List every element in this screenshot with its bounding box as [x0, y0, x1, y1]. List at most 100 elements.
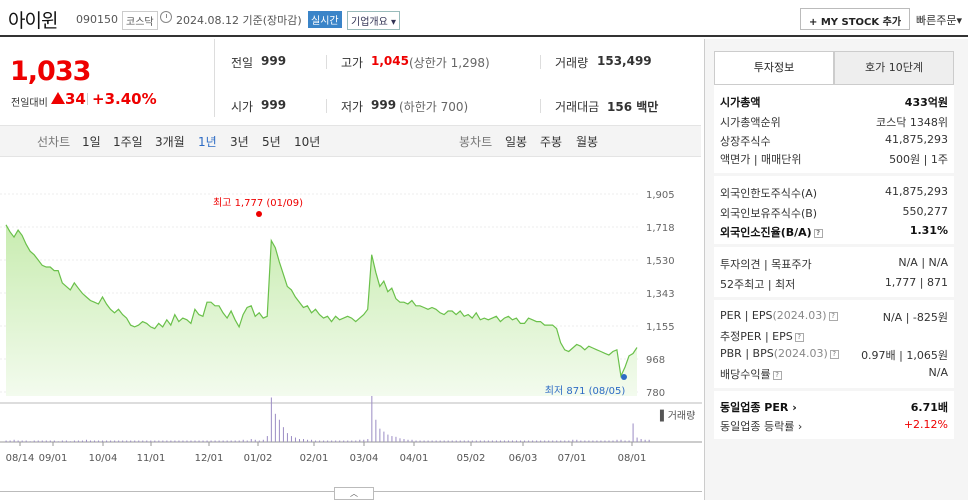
- volume-bar: [391, 436, 393, 442]
- company-info-dropdown[interactable]: 기업개요 ▾: [347, 11, 401, 30]
- volume-bar: [560, 440, 562, 442]
- volume-bar: [524, 440, 526, 442]
- info-row: 시가총액 433억원: [720, 94, 948, 112]
- info-label-sub: (2024.03): [773, 347, 828, 360]
- y-tick-label: 1,343: [646, 289, 675, 300]
- volume-bar: [612, 440, 614, 442]
- info-value: 550,277: [902, 205, 949, 218]
- volume-bar: [242, 439, 244, 442]
- chevron-right-icon[interactable]: ›: [797, 420, 803, 433]
- period-10y[interactable]: 10년: [294, 135, 321, 149]
- volume-bar: [544, 440, 546, 442]
- tab-invest-info[interactable]: 투자정보: [714, 51, 834, 85]
- quick-order-button[interactable]: 빠른주문▾: [916, 12, 962, 28]
- volume-bar: [118, 440, 120, 442]
- volume-bar: [178, 440, 180, 442]
- volume-bar: [134, 440, 136, 442]
- period-3y[interactable]: 3년: [230, 135, 249, 149]
- volume-bar: [624, 440, 626, 442]
- price-chart[interactable]: 1,905 1,718 1,530 1,343 1,155 968 780 ▌거래량 08/…: [0, 157, 702, 500]
- volume-bar: [475, 440, 477, 442]
- volume-bar: [5, 440, 7, 442]
- period-1y[interactable]: 1년: [198, 135, 217, 149]
- prev-close-label: 전일: [231, 56, 254, 70]
- quote-date: 2024.08.12 기준(장마감): [176, 14, 302, 27]
- price-area: [6, 224, 637, 396]
- volume-bar: [411, 439, 413, 442]
- up-triangle-icon: [51, 92, 65, 104]
- volume-bar: [126, 440, 128, 442]
- period-1w[interactable]: 1주일: [113, 135, 143, 149]
- x-tick-label: 12/01: [195, 453, 224, 464]
- tab-order-book[interactable]: 호가 10단계: [834, 51, 954, 85]
- volume-bar: [431, 440, 433, 442]
- info-row: 시가총액순위 코스닥 1348위: [720, 114, 948, 132]
- low-value: 999: [371, 98, 397, 112]
- volume-bar: [327, 440, 329, 442]
- volume-bar: [41, 440, 43, 442]
- info-row: PBR | BPS(2024.03)? 0.97배 | 1,065원: [720, 347, 948, 365]
- help-icon[interactable]: ?: [813, 229, 823, 238]
- info-value: 41,875,293: [885, 133, 948, 146]
- help-icon[interactable]: ?: [772, 371, 782, 380]
- volume-bar: [270, 397, 272, 442]
- info-row: 동일업종 PER › 6.71배: [720, 399, 948, 417]
- volume-bar: [528, 440, 530, 442]
- info-label: 시가총액: [720, 96, 761, 109]
- volume-bar: [387, 434, 389, 442]
- volume-bar: [419, 440, 421, 442]
- candle-monthly[interactable]: 월봉: [576, 135, 599, 149]
- volume-bar: [640, 439, 642, 442]
- volume-bar: [507, 440, 509, 442]
- volume-bar: [564, 440, 566, 442]
- x-tick-label: 08/01: [618, 453, 647, 464]
- candle-daily[interactable]: 일봉: [505, 135, 528, 149]
- volume-bar: [628, 440, 630, 442]
- help-icon[interactable]: ?: [794, 333, 804, 342]
- help-icon[interactable]: ?: [828, 312, 838, 321]
- volume-bar: [57, 441, 59, 442]
- low-annotation: 최저 871 (08/05): [545, 385, 626, 397]
- candle-weekly[interactable]: 주봉: [540, 135, 563, 149]
- candle-chart-label: 봉차트: [459, 135, 493, 149]
- x-tick-label: 09/01: [39, 453, 68, 464]
- help-icon[interactable]: ?: [829, 350, 839, 359]
- y-tick-label: 968: [646, 355, 665, 366]
- add-mystock-button[interactable]: + MY STOCK 추가: [800, 8, 911, 30]
- period-3m[interactable]: 3개월: [155, 135, 185, 149]
- chevron-down-icon: ▾: [391, 17, 397, 28]
- y-tick-label: 780: [646, 388, 665, 399]
- volume-bar: [214, 440, 216, 442]
- change-amount: 34: [65, 90, 86, 108]
- volume-bar: [592, 440, 594, 442]
- info-value: 1.31%: [909, 224, 948, 237]
- volume-bar: [230, 440, 232, 442]
- volume-bar: [359, 439, 361, 442]
- period-bar: [0, 125, 701, 157]
- info-value: 0.97배 | 1,065원: [861, 349, 948, 362]
- y-axis: 1,905 1,718 1,530 1,343 1,155 968 780: [646, 190, 675, 399]
- chevron-right-icon[interactable]: ›: [792, 401, 797, 414]
- volume-bar: [311, 439, 313, 442]
- period-5y[interactable]: 5년: [262, 135, 281, 149]
- volume-bar: [250, 439, 252, 442]
- volume-bar: [471, 440, 473, 442]
- volume-bar: [154, 440, 156, 442]
- volume-bar: [588, 440, 590, 442]
- volume-bar: [150, 440, 152, 442]
- period-1d[interactable]: 1일: [82, 135, 101, 149]
- volume-bar: [572, 439, 574, 442]
- divider: [540, 99, 541, 113]
- info-value: N/A | N/A: [898, 256, 948, 269]
- info-row: 액면가 | 매매단위 500원 | 1주: [720, 151, 948, 169]
- info-value: N/A | -825원: [882, 311, 948, 324]
- chart-collapse-button[interactable]: ︿: [334, 487, 374, 500]
- info-label: 시가총액순위: [720, 116, 781, 129]
- volume-bar: [290, 436, 292, 442]
- volume-bar: [399, 438, 401, 442]
- volume-label: 거래량: [555, 56, 589, 70]
- realtime-button[interactable]: 실시간: [308, 11, 342, 28]
- x-tick-label: 06/03: [509, 453, 538, 464]
- volume-bar: [307, 439, 309, 442]
- volume-bar: [415, 440, 417, 442]
